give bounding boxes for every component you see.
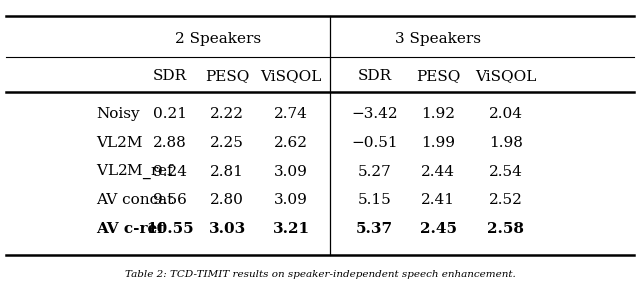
- Text: 2.41: 2.41: [421, 193, 456, 207]
- Text: 3.03: 3.03: [209, 222, 246, 236]
- Text: Noisy: Noisy: [96, 108, 140, 121]
- Text: 2 Speakers: 2 Speakers: [175, 32, 260, 45]
- Text: 2.45: 2.45: [420, 222, 457, 236]
- Text: 2.58: 2.58: [487, 222, 524, 236]
- Text: SDR: SDR: [152, 69, 187, 83]
- Text: 5.27: 5.27: [358, 165, 391, 178]
- Text: ViSQOL: ViSQOL: [475, 69, 536, 83]
- Text: 2.88: 2.88: [153, 136, 186, 150]
- Text: 9.56: 9.56: [153, 193, 186, 207]
- Text: 3.09: 3.09: [275, 165, 308, 178]
- Text: 0.21: 0.21: [152, 108, 187, 121]
- Text: 2.54: 2.54: [489, 165, 522, 178]
- Text: PESQ: PESQ: [205, 69, 250, 83]
- Text: 2.81: 2.81: [211, 165, 244, 178]
- Text: 9.24: 9.24: [152, 165, 187, 178]
- Text: 2.62: 2.62: [274, 136, 308, 150]
- Text: 2.52: 2.52: [489, 193, 522, 207]
- Text: ViSQOL: ViSQOL: [260, 69, 322, 83]
- Text: SDR: SDR: [357, 69, 392, 83]
- Text: 3 Speakers: 3 Speakers: [396, 32, 481, 45]
- Text: −0.51: −0.51: [351, 136, 397, 150]
- Text: 2.44: 2.44: [421, 165, 456, 178]
- Text: AV c-ref: AV c-ref: [96, 222, 164, 236]
- Text: 2.80: 2.80: [211, 193, 244, 207]
- Text: 1.98: 1.98: [489, 136, 522, 150]
- Text: Table 2: TCD-TIMIT results on speaker-independent speech enhancement.: Table 2: TCD-TIMIT results on speaker-in…: [125, 270, 515, 279]
- Text: −3.42: −3.42: [351, 108, 397, 121]
- Text: AV concat: AV concat: [96, 193, 173, 207]
- Text: 1.92: 1.92: [421, 108, 456, 121]
- Text: 3.09: 3.09: [275, 193, 308, 207]
- Text: PESQ: PESQ: [416, 69, 461, 83]
- Text: VL2M: VL2M: [96, 136, 143, 150]
- Text: VL2M$\_$ref: VL2M$\_$ref: [96, 162, 175, 181]
- Text: 2.22: 2.22: [210, 108, 244, 121]
- Text: 5.37: 5.37: [356, 222, 393, 236]
- Text: 5.15: 5.15: [358, 193, 391, 207]
- Text: 2.25: 2.25: [211, 136, 244, 150]
- Text: 2.04: 2.04: [488, 108, 523, 121]
- Text: 10.55: 10.55: [146, 222, 193, 236]
- Text: 1.99: 1.99: [421, 136, 456, 150]
- Text: 2.74: 2.74: [275, 108, 308, 121]
- Text: 3.21: 3.21: [273, 222, 310, 236]
